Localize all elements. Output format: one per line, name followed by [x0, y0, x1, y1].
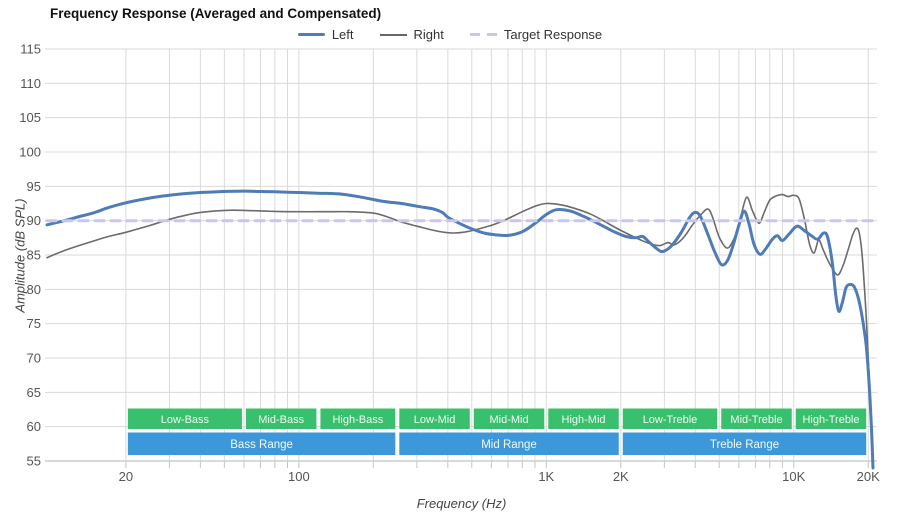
x-tick-label: 20 — [119, 469, 133, 484]
main-band-label: Bass Range — [230, 439, 293, 451]
y-tick-label: 55 — [27, 454, 41, 469]
sub-band-mid-treble — [721, 408, 792, 429]
main-band-bass-range — [127, 432, 396, 455]
y-tick-label: 95 — [27, 179, 41, 194]
main-band-label: Mid Range — [481, 439, 537, 451]
y-tick-label: 85 — [27, 248, 41, 263]
sub-band-low-treble — [622, 408, 718, 429]
y-tick-label: 80 — [27, 282, 41, 297]
sub-band-label: High-Treble — [802, 414, 859, 426]
legend: Left Right Target Response — [0, 27, 900, 42]
legend-item-left[interactable]: Left — [297, 27, 354, 42]
sub-band-high-bass — [320, 408, 396, 429]
y-tick-label: 90 — [27, 213, 41, 228]
x-axis-title: Frequency (Hz) — [416, 496, 507, 511]
sub-band-label: Low-Bass — [161, 414, 210, 426]
sub-band-label: Mid-Mid — [489, 414, 528, 426]
sub-band-mid-bass — [245, 408, 317, 429]
x-tick-label: 2K — [613, 469, 629, 484]
legend-label-right: Right — [413, 27, 444, 42]
legend-item-right[interactable]: Right — [379, 27, 444, 42]
y-axis-title: Amplitude (dB SPL) — [12, 198, 28, 313]
sub-band-label: Mid-Treble — [730, 414, 782, 426]
right-line-swatch-icon — [379, 33, 407, 36]
sub-band-label: Mid-Bass — [258, 414, 304, 426]
sub-band-high-treble — [795, 408, 867, 429]
sub-band-label: Low-Mid — [414, 414, 456, 426]
x-tick-label: 10K — [782, 469, 805, 484]
y-tick-label: 60 — [27, 419, 41, 434]
legend-label-left: Left — [331, 27, 354, 42]
y-tick-label: 105 — [19, 110, 41, 125]
target-dash-swatch-icon — [469, 33, 497, 36]
legend-label-target-response: Target Response — [503, 27, 603, 42]
main-band-treble-range — [622, 432, 867, 455]
sub-band-mid-mid — [473, 408, 545, 429]
sub-band-label: Low-Treble — [643, 414, 698, 426]
left-line-swatch-icon — [297, 33, 325, 36]
sub-band-low-bass — [127, 408, 242, 429]
legend-item-target-response[interactable]: Target Response — [469, 27, 603, 42]
sub-band-low-mid — [399, 408, 470, 429]
y-tick-label: 115 — [20, 42, 41, 57]
chart-title: Frequency Response (Averaged and Compens… — [50, 6, 382, 21]
y-tick-label: 75 — [27, 316, 41, 331]
main-band-mid-range — [399, 432, 619, 455]
sub-band-label: High-Mid — [562, 414, 606, 426]
x-tick-label: 1K — [538, 469, 554, 484]
sub-band-label: High-Bass — [332, 414, 383, 426]
left-curve — [45, 189, 875, 470]
y-tick-label: 70 — [27, 351, 41, 366]
y-tick-label: 65 — [27, 385, 41, 400]
y-tick-label: 100 — [19, 145, 41, 160]
right-curve — [46, 193, 874, 459]
y-tick-label: 110 — [20, 76, 41, 91]
main-band-label: Treble Range — [710, 439, 779, 451]
x-tick-label: 100 — [288, 469, 310, 484]
x-tick-label: 20K — [857, 469, 880, 484]
sub-band-high-mid — [548, 408, 619, 429]
